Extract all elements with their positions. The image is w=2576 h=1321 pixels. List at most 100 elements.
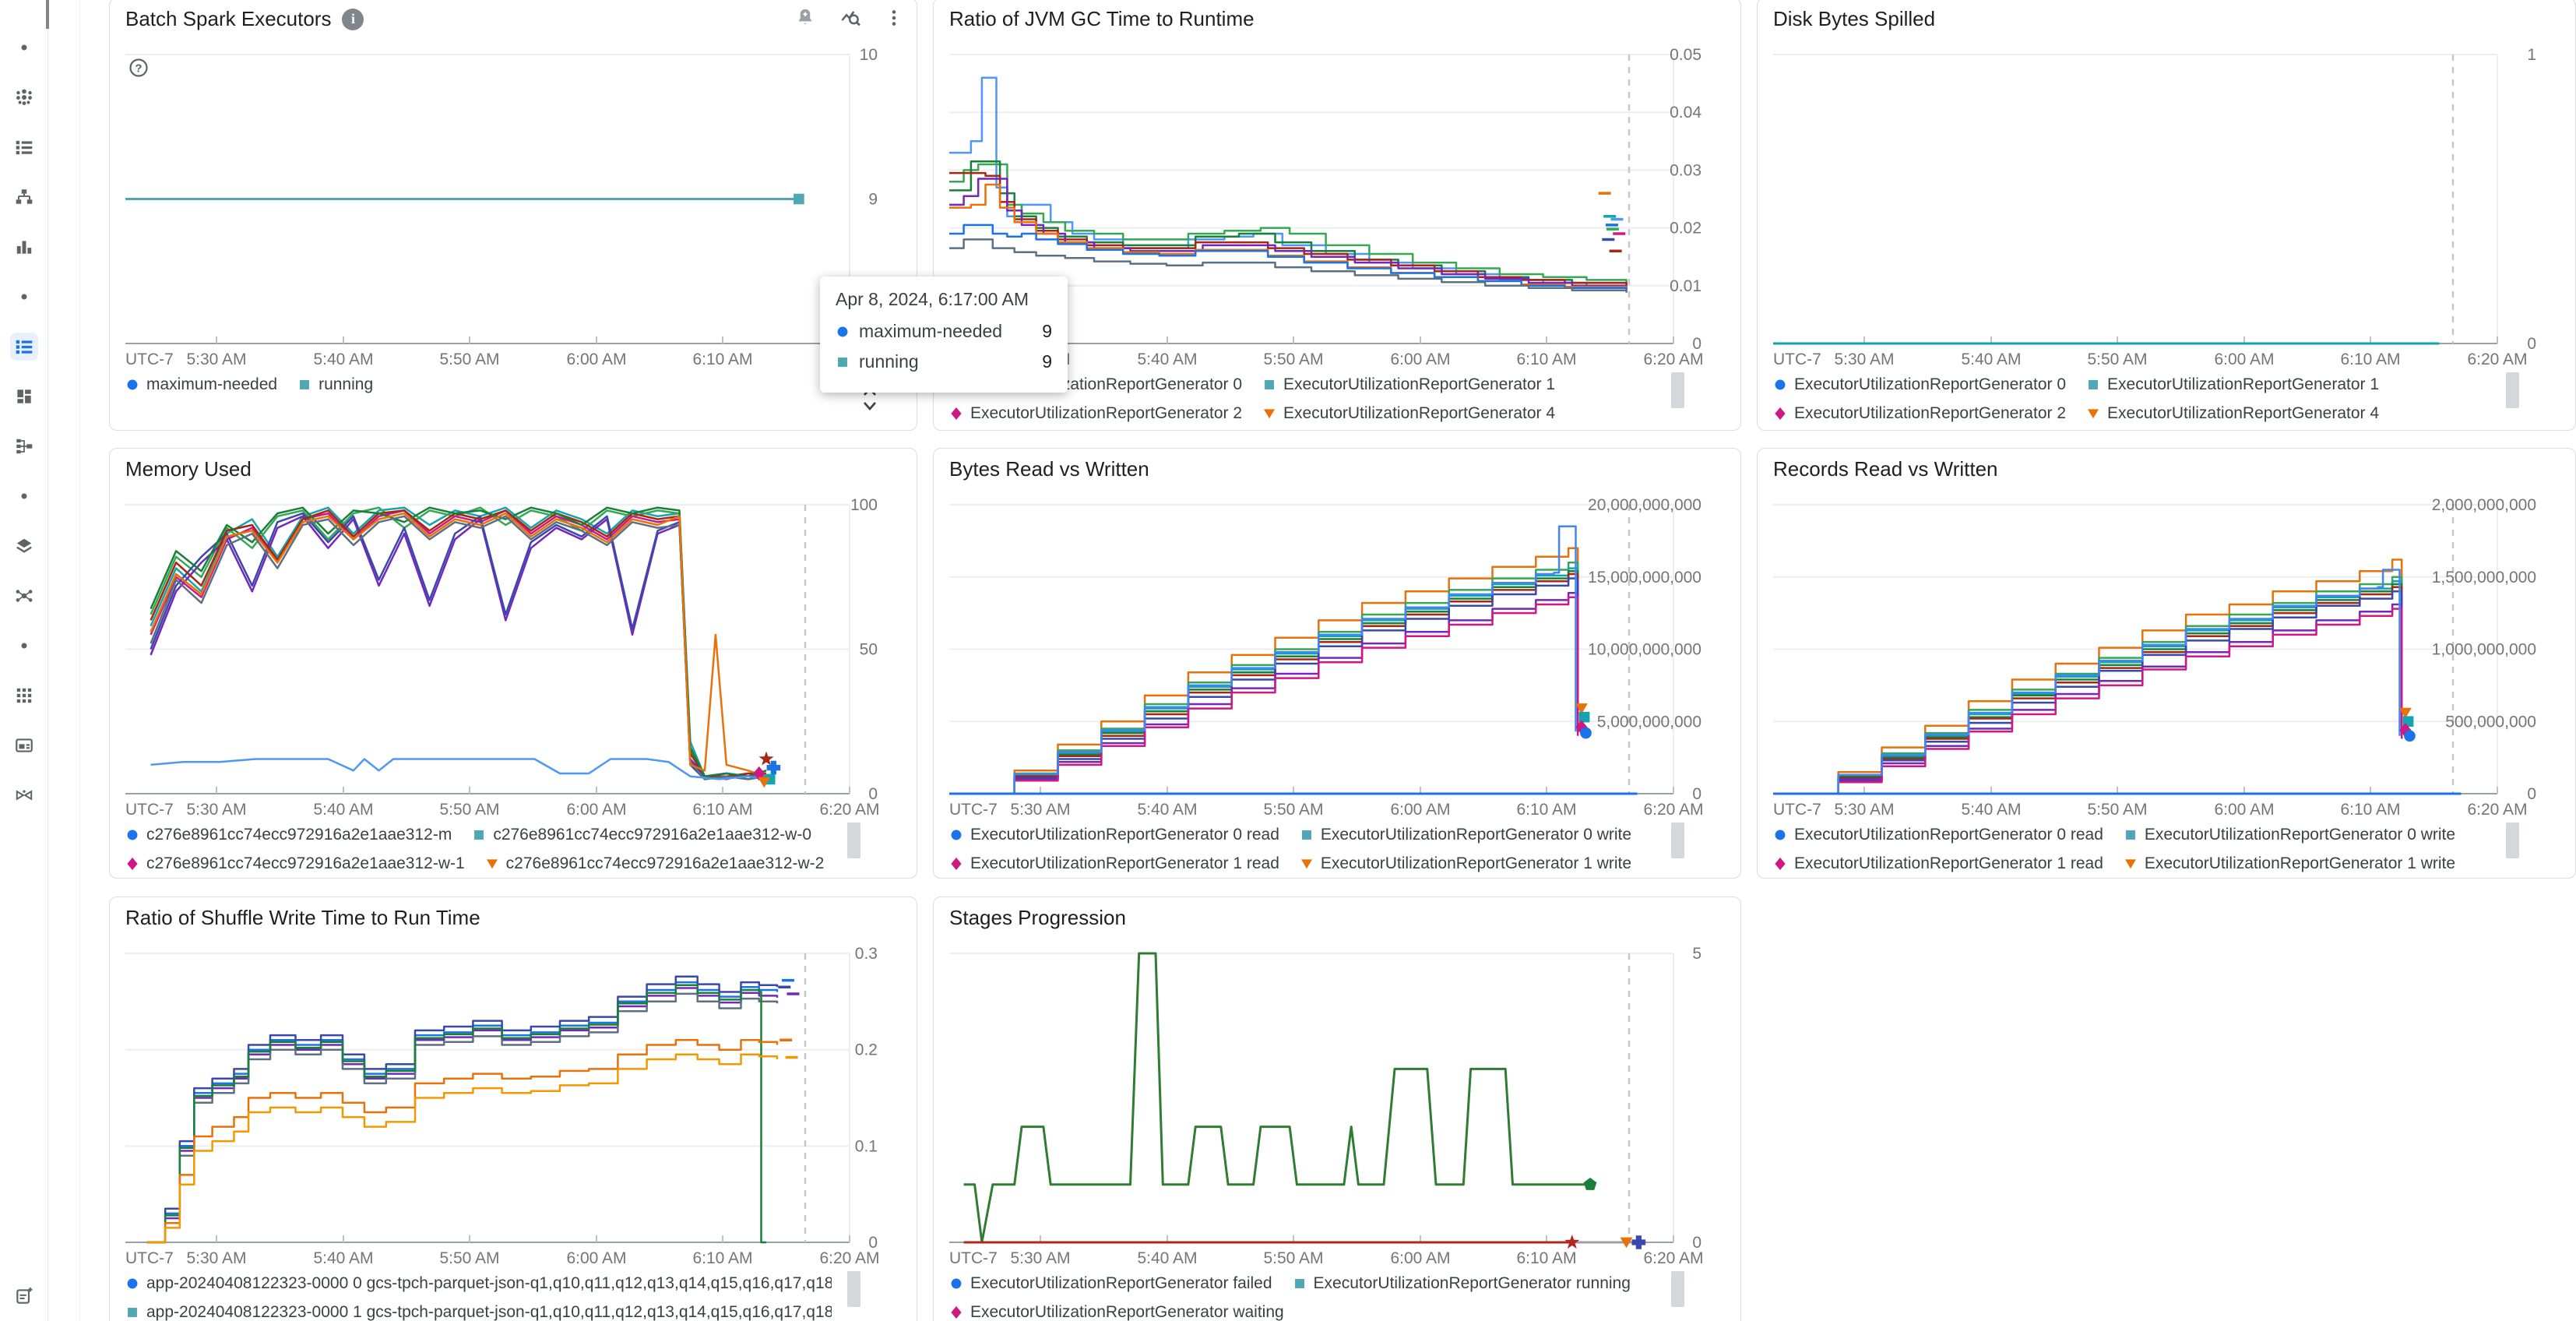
legend-item[interactable]: ExecutorUtilizationReportGenerator 2 <box>1773 404 2066 423</box>
chart-plot-area[interactable]: 50 <box>934 897 1742 1256</box>
legend-label: ExecutorUtilizationReportGenerator 1 <box>1283 375 1556 393</box>
sidebar-item-card-14[interactable] <box>10 731 38 759</box>
sidebar-item-doc-sparkle[interactable] <box>10 1282 38 1310</box>
panel-title: Ratio of Shuffle Write Time to Run Time <box>125 906 480 930</box>
chart-plot-area[interactable]: 1098 <box>110 0 918 357</box>
left-sidebar <box>0 0 48 1321</box>
legend-item[interactable]: running <box>297 375 373 394</box>
legend-marker-square <box>1301 830 1311 840</box>
x-tick-label: 5:40 AM <box>313 1249 374 1267</box>
legend-label: ExecutorUtilizationReportGenerator waiti… <box>970 1303 1284 1321</box>
sidebar-item-dot-0[interactable] <box>10 33 38 62</box>
legend-item[interactable]: ExecutorUtilizationReportGenerator waiti… <box>949 1303 1284 1321</box>
help-icon[interactable]: ? <box>127 56 150 83</box>
sidebar-item-list-2[interactable] <box>10 133 38 161</box>
sidebar-item-bowtie-15[interactable] <box>10 781 38 809</box>
legend-scrollbar-thumb[interactable] <box>2506 823 2519 858</box>
legend-item[interactable]: maximum-needed <box>125 375 277 394</box>
sidebar-item-cluster-1[interactable] <box>10 83 38 111</box>
legend-item[interactable]: ExecutorUtilizationReportGenerator 1 rea… <box>1773 854 2103 873</box>
scrollbar-thumb[interactable] <box>46 0 49 29</box>
legend-label: ExecutorUtilizationReportGenerator 1 rea… <box>970 854 1279 872</box>
legend-item[interactable]: ExecutorUtilizationReportGenerator runni… <box>1293 1274 1631 1293</box>
timezone-label: UTC-7 <box>949 801 998 819</box>
svg-text:9: 9 <box>868 191 878 209</box>
sidebar-item-list-6[interactable] <box>10 333 38 361</box>
legend-scrollbar-thumb[interactable] <box>2506 372 2519 408</box>
panel-title-text: Records Read vs Written <box>1773 457 1998 481</box>
legend-marker-square <box>300 380 310 389</box>
chart-plot-area[interactable]: 100 50 0 <box>110 449 918 807</box>
chart-plot-area[interactable]: 10 <box>1758 0 2576 357</box>
timezone-label: UTC-7 <box>1773 801 1821 819</box>
legend-scrollbar-thumb[interactable] <box>1671 372 1684 408</box>
legend-scrollbar-thumb[interactable] <box>847 823 860 858</box>
chart-tooltip: Apr 8, 2024, 6:17:00 AM maximum-needed 9 r… <box>820 277 1068 393</box>
sidebar-item-dot-12[interactable] <box>10 632 38 660</box>
timezone-label: UTC-7 <box>1773 351 1821 368</box>
legend-label: ExecutorUtilizationReportGenerator 2 <box>970 404 1243 422</box>
legend-item[interactable]: c276e8961cc74ecc972916a2e1aae312-m <box>125 826 452 844</box>
svg-text:0.05: 0.05 <box>1670 46 1701 64</box>
legend-item[interactable]: ExecutorUtilizationReportGenerator 1 wri… <box>2124 854 2455 873</box>
legend-item[interactable]: ExecutorUtilizationReportGenerator 0 wri… <box>2124 826 2455 844</box>
x-tick-label: 6:10 AM <box>1516 801 1577 819</box>
legend-item[interactable]: c276e8961cc74ecc972916a2e1aae312-w-1 <box>125 854 465 873</box>
legend-item[interactable]: ExecutorUtilizationReportGenerator 4 <box>2086 404 2379 423</box>
panel-title-text: Memory Used <box>125 457 252 481</box>
legend-marker-tri <box>2124 859 2136 869</box>
legend-item[interactable]: ExecutorUtilizationReportGenerator 0 <box>1773 375 2066 394</box>
legend-item[interactable]: ExecutorUtilizationReportGenerator 1 wri… <box>1300 854 1631 873</box>
legend-scrollbar-thumb[interactable] <box>1671 823 1684 858</box>
sidebar-item-tree-3[interactable] <box>10 183 38 211</box>
three-dot-menu-icon[interactable] <box>884 8 904 28</box>
legend-marker-circle <box>1775 830 1786 840</box>
list-icon <box>16 140 33 155</box>
sidebar-item-network-11[interactable] <box>10 582 38 610</box>
svg-text:0.03: 0.03 <box>1670 161 1701 179</box>
legend-item[interactable]: ExecutorUtilizationReportGenerator 0 rea… <box>1773 826 2103 844</box>
legend-label: ExecutorUtilizationReportGenerator 1 wri… <box>2144 854 2456 872</box>
legend-item[interactable]: ExecutorUtilizationReportGenerator 1 <box>1262 375 1555 394</box>
chart-plot-area[interactable]: 0.05 0.04 0.03 0.02 0.01 0 <box>934 0 1742 357</box>
legend-item[interactable]: app-20240408122323-0000 0 gcs-tpch-parqu… <box>125 1274 832 1293</box>
chart-plot-area[interactable]: 2,000,000,000 1,500,000,000 1,000,000,000 5… <box>1758 449 2576 807</box>
panel-title: Memory Used <box>125 457 252 481</box>
sidebar-item-dot-5[interactable] <box>10 283 38 311</box>
legend-marker-square <box>1294 1279 1304 1288</box>
sidebar-item-grid-13[interactable] <box>10 682 38 710</box>
legend-item[interactable]: app-20240408122323-0000 1 gcs-tpch-parqu… <box>125 1303 832 1321</box>
bell-plus-icon[interactable] <box>794 6 817 30</box>
legend-marker-circle <box>951 830 962 840</box>
legend-item[interactable]: ExecutorUtilizationReportGenerator 4 <box>1262 404 1555 423</box>
legend-item[interactable]: ExecutorUtilizationReportGenerator 0 rea… <box>949 826 1279 844</box>
legend-item[interactable]: ExecutorUtilizationReportGenerator faile… <box>949 1274 1272 1293</box>
legend-item[interactable]: c276e8961cc74ecc972916a2e1aae312-w-0 <box>472 826 811 844</box>
svg-text:10: 10 <box>860 46 878 64</box>
x-tick-label: 5:40 AM <box>313 351 374 368</box>
sidebar-item-flow-8[interactable] <box>10 432 38 460</box>
dot-icon <box>21 493 27 499</box>
chart-magnifier-icon[interactable] <box>839 6 862 30</box>
legend-label: ExecutorUtilizationReportGenerator 1 wri… <box>1320 854 1632 872</box>
legend-item[interactable]: c276e8961cc74ecc972916a2e1aae312-w-2 <box>485 854 824 873</box>
sidebar-item-layers-10[interactable] <box>10 532 38 560</box>
x-tick-label: 6:10 AM <box>692 1249 753 1267</box>
legend-scrollbar-thumb[interactable] <box>847 1271 860 1307</box>
legend-item[interactable]: ExecutorUtilizationReportGenerator 2 <box>949 404 1242 423</box>
chart-plot-area[interactable]: 20,000,000,000 15,000,000,000 10,000,000,0… <box>934 449 1742 807</box>
info-icon[interactable]: i <box>342 8 364 30</box>
legend-marker-tri <box>486 859 498 869</box>
legend-marker-circle <box>127 379 138 390</box>
panel-title: Bytes Read vs Written <box>949 457 1149 481</box>
legend-item[interactable]: ExecutorUtilizationReportGenerator 1 <box>2086 375 2379 394</box>
legend-scrollbar-thumb[interactable] <box>1671 1271 1684 1307</box>
chart-plot-area[interactable]: 0.3 0.2 0.1 0 <box>110 897 918 1256</box>
legend-item[interactable]: ExecutorUtilizationReportGenerator 1 rea… <box>949 854 1279 873</box>
x-tick-label: 6:10 AM <box>1516 351 1577 368</box>
legend-label: ExecutorUtilizationReportGenerator 4 <box>1283 404 1556 422</box>
sidebar-item-bar-chart-4[interactable] <box>10 233 38 261</box>
sidebar-item-blocks-7[interactable] <box>10 382 38 410</box>
sidebar-item-dot-9[interactable] <box>10 482 38 510</box>
legend-item[interactable]: ExecutorUtilizationReportGenerator 0 wri… <box>1300 826 1631 844</box>
